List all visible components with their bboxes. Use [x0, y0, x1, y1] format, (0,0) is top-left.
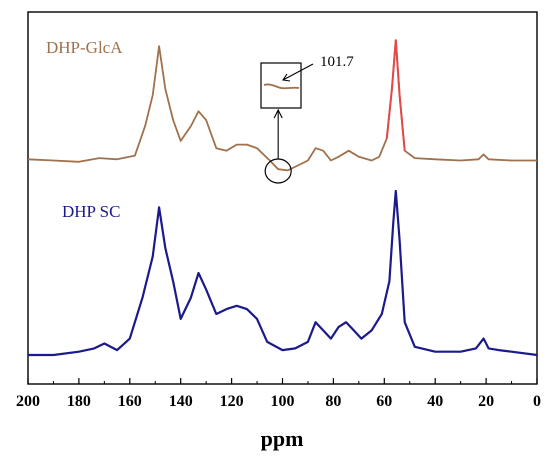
series-label-dhp-glca: DHP-GlcA — [46, 38, 123, 57]
x-tick-label-120: 120 — [220, 393, 244, 410]
x-tick-label-0: 0 — [533, 393, 541, 410]
series-layer — [27, 39, 538, 357]
annotation-pointer-head — [282, 73, 291, 82]
x-tick-label-60: 60 — [376, 393, 392, 410]
series-peak-highlight — [385, 39, 406, 151]
series-label-dhp-sc: DHP SC — [62, 202, 120, 221]
x-tick-label-100: 100 — [271, 393, 295, 410]
zoom-inset-trace — [263, 83, 300, 90]
x-tick-label-140: 140 — [169, 393, 193, 410]
x-axis: 200 180 160 140 120 100 80 60 40 20 0 — [16, 378, 541, 410]
x-tick-label-20: 20 — [478, 393, 494, 410]
annotation-pointer-line — [282, 63, 314, 81]
zoom-inset-box — [260, 62, 302, 109]
x-tick-label-180: 180 — [67, 393, 91, 410]
x-tick-label-160: 160 — [118, 393, 142, 410]
series-line-dhp-sc — [28, 189, 538, 357]
annotation-arrow-head — [273, 108, 283, 119]
series-line-dhp-glca — [27, 39, 537, 172]
x-tick-label-40: 40 — [427, 393, 443, 410]
x-tick-label-200: 200 — [16, 393, 40, 410]
x-axis-title: ppm — [261, 426, 304, 451]
x-tick-label-80: 80 — [325, 393, 341, 410]
annotation-label: 101.7 — [320, 54, 354, 70]
annotation-layer: 101.7 — [260, 54, 354, 184]
